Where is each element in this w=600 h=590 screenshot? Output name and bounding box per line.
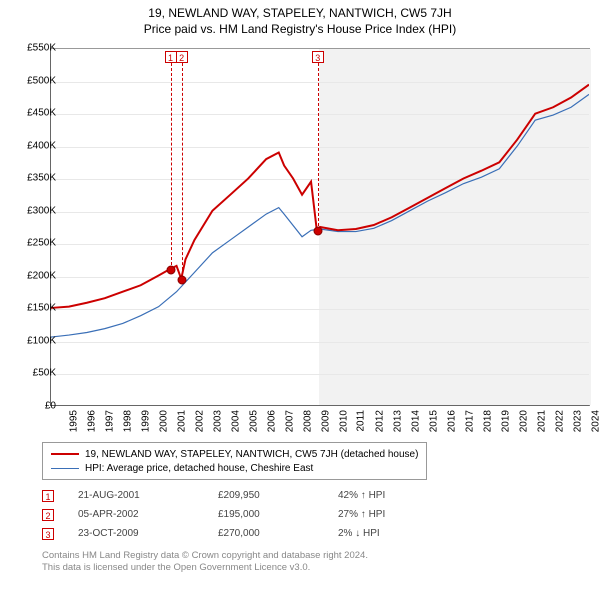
x-tick-label: 2017 bbox=[464, 410, 475, 432]
x-tick-label: 2020 bbox=[518, 410, 529, 432]
x-tick-label: 2024 bbox=[590, 410, 600, 432]
marker-number-box: 2 bbox=[176, 51, 188, 63]
x-tick-label: 2012 bbox=[374, 410, 385, 432]
diff-arrow-icon: ↓ bbox=[355, 528, 360, 539]
x-tick-label: 1999 bbox=[140, 410, 151, 432]
property-price-line bbox=[51, 85, 589, 308]
marker-dot bbox=[166, 266, 175, 275]
y-tick-label: £450K bbox=[27, 108, 56, 119]
transaction-marker-number: 1 bbox=[42, 490, 54, 502]
diff-arrow-icon: ↑ bbox=[361, 509, 366, 520]
x-tick-label: 2018 bbox=[482, 410, 493, 432]
transaction-marker-number: 3 bbox=[42, 528, 54, 540]
transaction-price: £270,000 bbox=[218, 528, 338, 539]
legend-swatch-hpi bbox=[51, 468, 79, 469]
marker-dot bbox=[313, 227, 322, 236]
transactions-table: 1 21-AUG-2001£209,95042% ↑ HPI 2 05-APR-200… bbox=[42, 486, 458, 543]
x-tick-label: 1997 bbox=[104, 410, 115, 432]
hpi-line bbox=[51, 94, 589, 337]
title-block: 19, NEWLAND WAY, STAPELEY, NANTWICH, CW5… bbox=[0, 0, 600, 36]
x-tick-label: 2007 bbox=[284, 410, 295, 432]
x-tick-label: 2010 bbox=[338, 410, 349, 432]
x-tick-label: 2001 bbox=[176, 410, 187, 432]
y-tick-label: £550K bbox=[27, 43, 56, 54]
x-tick-label: 2003 bbox=[212, 410, 223, 432]
transaction-hpi-diff: 27% ↑ HPI bbox=[338, 509, 458, 520]
x-tick-label: 2009 bbox=[320, 410, 331, 432]
x-tick-label: 2021 bbox=[536, 410, 547, 432]
x-tick-label: 2014 bbox=[410, 410, 421, 432]
marker-dot bbox=[177, 276, 186, 285]
transaction-hpi-diff: 2% ↓ HPI bbox=[338, 528, 458, 539]
transaction-marker-number: 2 bbox=[42, 509, 54, 521]
transaction-date: 23-OCT-2009 bbox=[78, 528, 218, 539]
chart-title-address: 19, NEWLAND WAY, STAPELEY, NANTWICH, CW5… bbox=[0, 6, 600, 20]
footer-line2: This data is licensed under the Open Gov… bbox=[42, 562, 368, 574]
y-tick-label: £100K bbox=[27, 335, 56, 346]
x-tick-label: 1998 bbox=[122, 410, 133, 432]
y-tick-label: £50K bbox=[33, 368, 56, 379]
attribution-footer: Contains HM Land Registry data © Crown c… bbox=[42, 550, 368, 575]
y-tick-label: £0 bbox=[45, 401, 56, 412]
transaction-hpi-diff: 42% ↑ HPI bbox=[338, 490, 458, 501]
x-tick-label: 2008 bbox=[302, 410, 313, 432]
marker-line bbox=[171, 63, 172, 270]
x-tick-label: 2016 bbox=[446, 410, 457, 432]
transaction-date: 05-APR-2002 bbox=[78, 509, 218, 520]
legend-label-hpi: HPI: Average price, detached house, Ches… bbox=[85, 463, 313, 474]
plot-area: 123 bbox=[50, 48, 590, 406]
y-tick-label: £150K bbox=[27, 303, 56, 314]
x-tick-label: 2011 bbox=[356, 410, 367, 432]
x-tick-label: 2006 bbox=[266, 410, 277, 432]
x-tick-label: 2013 bbox=[392, 410, 403, 432]
legend: 19, NEWLAND WAY, STAPELEY, NANTWICH, CW5… bbox=[42, 442, 427, 480]
transaction-row: 3 23-OCT-2009£270,0002% ↓ HPI bbox=[42, 524, 458, 543]
x-tick-label: 2005 bbox=[248, 410, 259, 432]
transaction-price: £209,950 bbox=[218, 490, 338, 501]
legend-swatch-property bbox=[51, 453, 79, 455]
legend-item-property: 19, NEWLAND WAY, STAPELEY, NANTWICH, CW5… bbox=[51, 447, 418, 461]
x-tick-label: 2022 bbox=[554, 410, 565, 432]
diff-arrow-icon: ↑ bbox=[361, 490, 366, 501]
x-tick-label: 1996 bbox=[86, 410, 97, 432]
legend-label-property: 19, NEWLAND WAY, STAPELEY, NANTWICH, CW5… bbox=[85, 449, 418, 460]
x-tick-label: 2019 bbox=[500, 410, 511, 432]
marker-number-box: 3 bbox=[312, 51, 324, 63]
y-tick-label: £250K bbox=[27, 238, 56, 249]
y-tick-label: £300K bbox=[27, 205, 56, 216]
marker-line bbox=[182, 63, 183, 280]
x-tick-label: 2015 bbox=[428, 410, 439, 432]
x-tick-label: 2023 bbox=[572, 410, 583, 432]
legend-item-hpi: HPI: Average price, detached house, Ches… bbox=[51, 461, 418, 475]
footer-line1: Contains HM Land Registry data © Crown c… bbox=[42, 550, 368, 562]
price-chart: 19, NEWLAND WAY, STAPELEY, NANTWICH, CW5… bbox=[0, 0, 600, 590]
x-tick-label: 2000 bbox=[158, 410, 169, 432]
transaction-price: £195,000 bbox=[218, 509, 338, 520]
transaction-row: 2 05-APR-2002£195,00027% ↑ HPI bbox=[42, 505, 458, 524]
y-tick-label: £200K bbox=[27, 270, 56, 281]
y-tick-label: £400K bbox=[27, 140, 56, 151]
transaction-row: 1 21-AUG-2001£209,95042% ↑ HPI bbox=[42, 486, 458, 505]
y-tick-label: £350K bbox=[27, 173, 56, 184]
x-tick-label: 2004 bbox=[230, 410, 241, 432]
x-tick-label: 2002 bbox=[194, 410, 205, 432]
transaction-date: 21-AUG-2001 bbox=[78, 490, 218, 501]
chart-subtitle: Price paid vs. HM Land Registry's House … bbox=[0, 22, 600, 36]
marker-line bbox=[318, 63, 319, 231]
y-tick-label: £500K bbox=[27, 75, 56, 86]
x-tick-label: 1995 bbox=[68, 410, 79, 432]
